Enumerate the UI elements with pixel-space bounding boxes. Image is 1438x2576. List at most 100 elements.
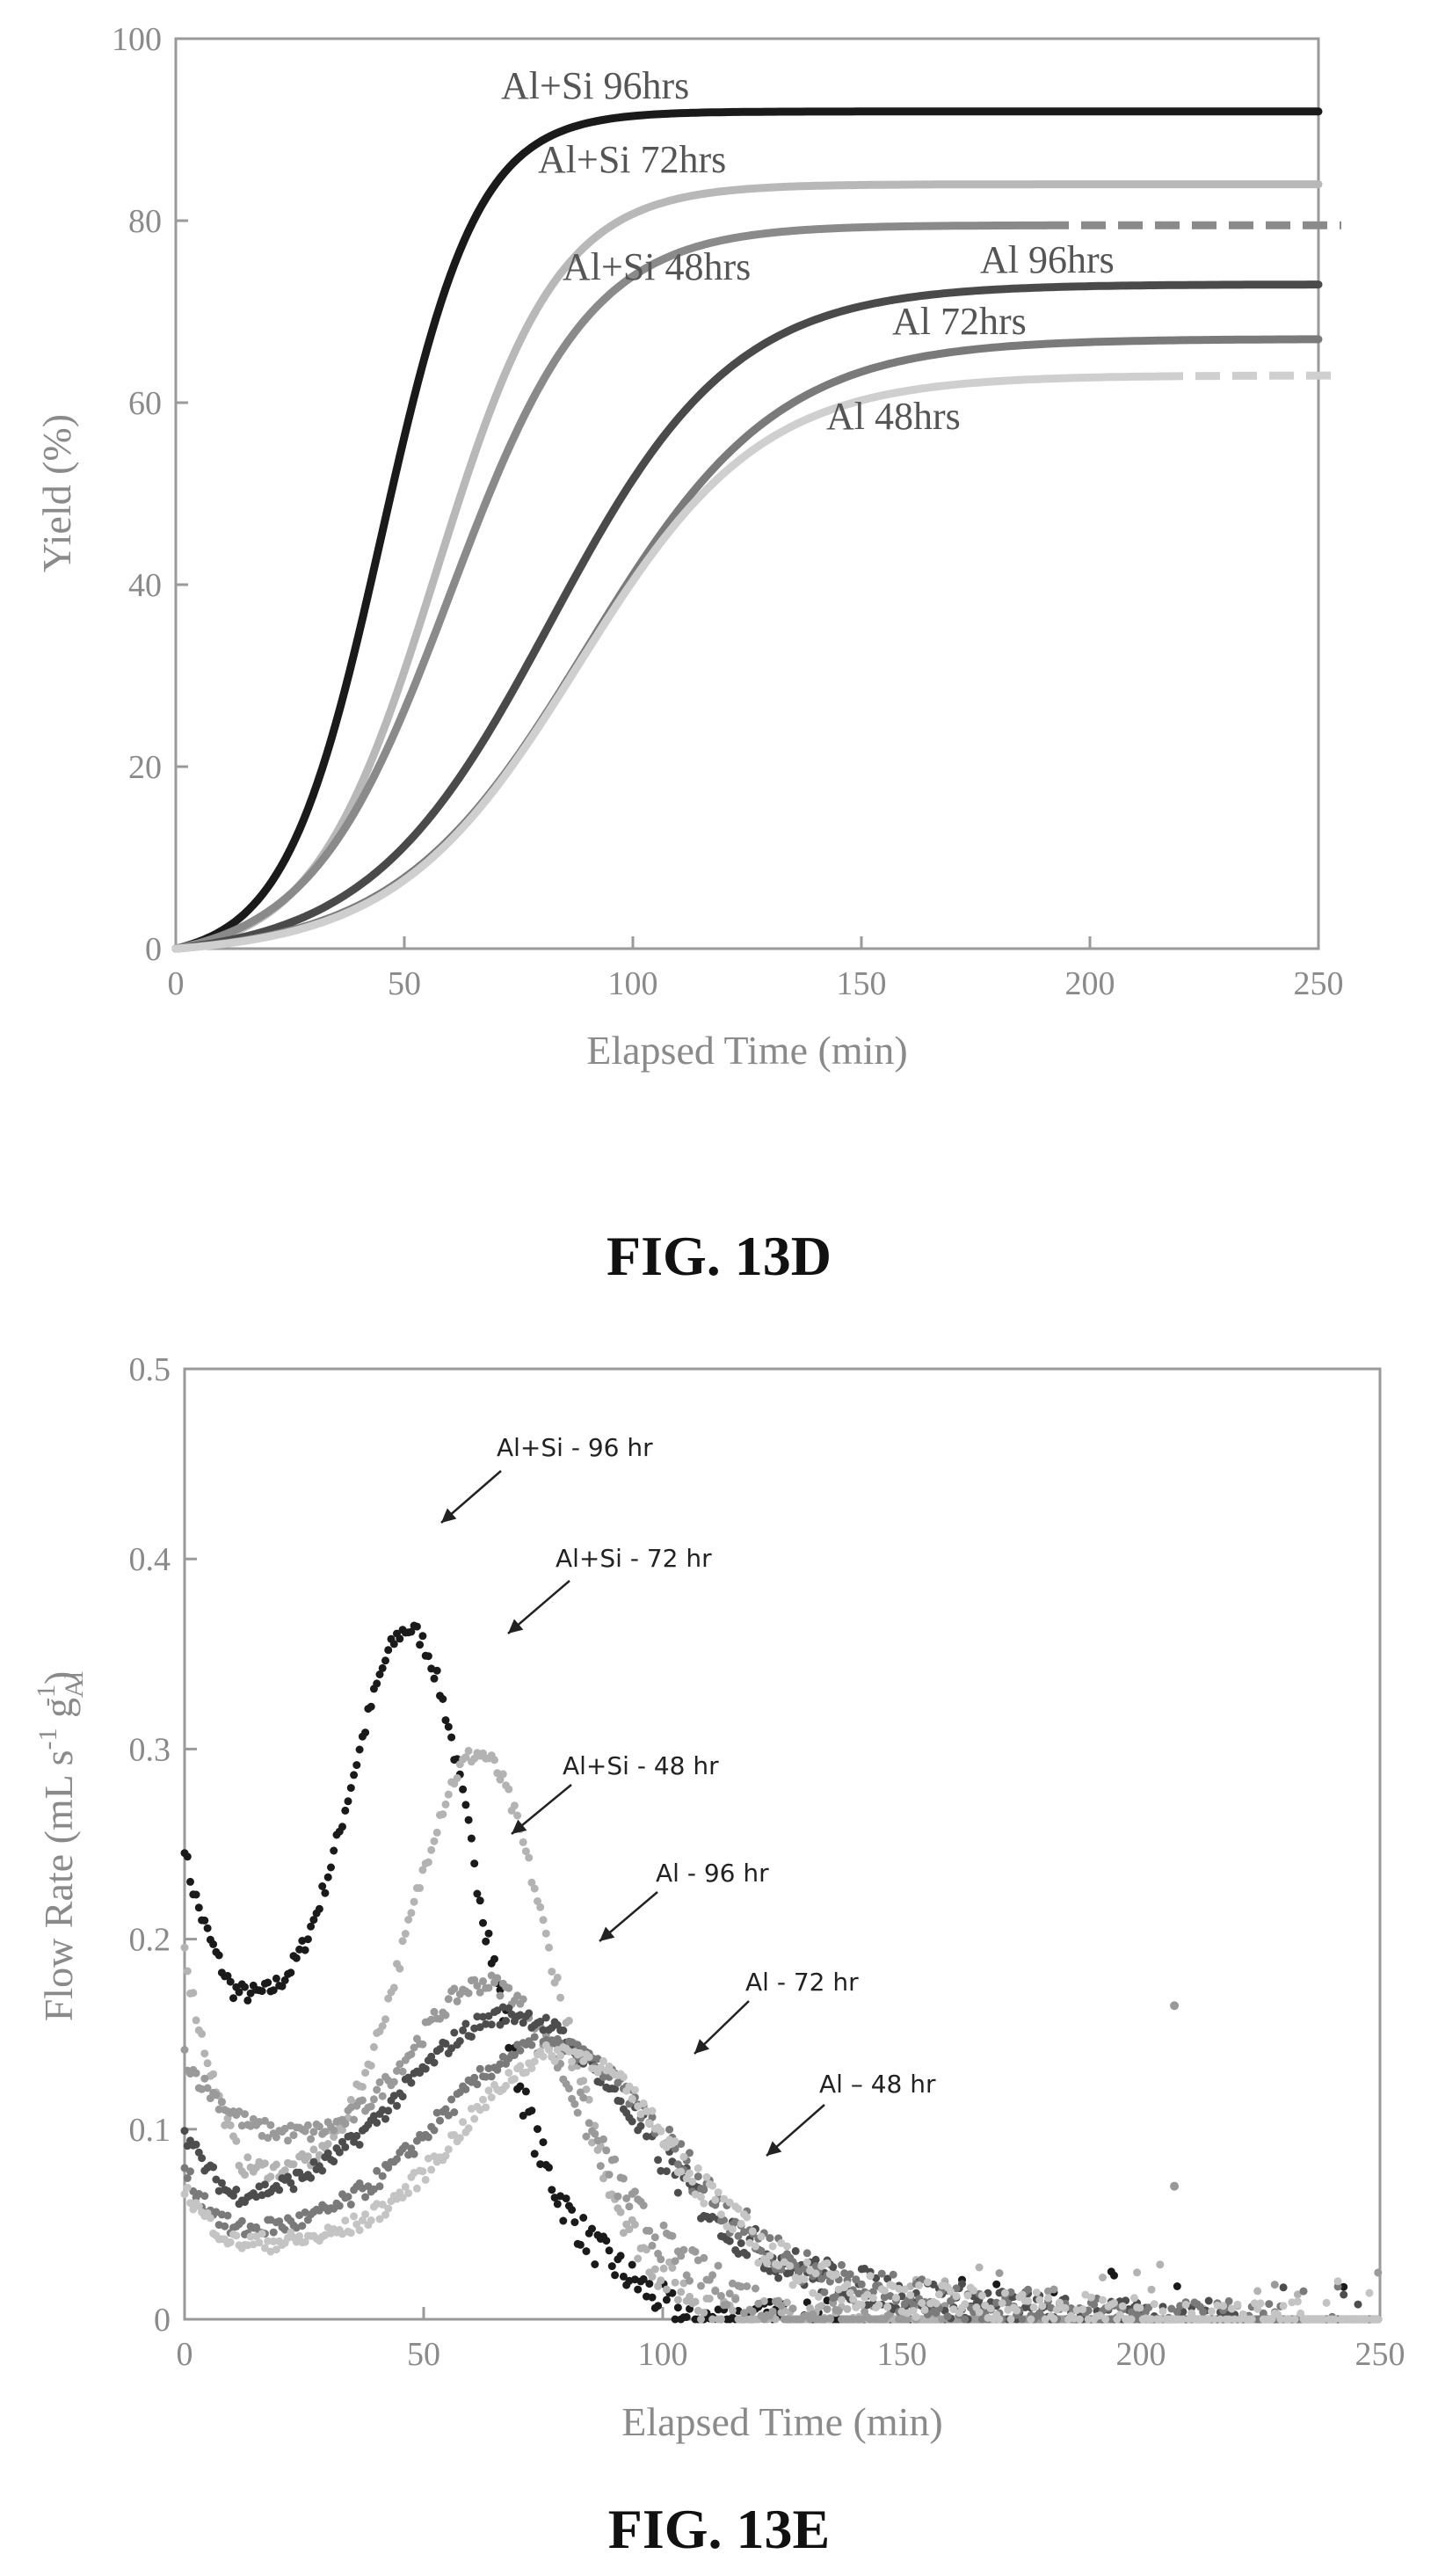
flow-point <box>671 2278 679 2287</box>
flow-point <box>1156 2260 1165 2269</box>
flow-point <box>355 1745 364 1754</box>
yield-series-al-si-48hrs <box>171 221 1049 953</box>
flow-point <box>505 2069 513 2078</box>
flow-point <box>700 2253 708 2262</box>
flow-point <box>725 2198 734 2207</box>
flow-point <box>424 1652 432 1661</box>
flow-point <box>206 2214 214 2223</box>
flow-point <box>393 2067 401 2075</box>
flow-point <box>341 2216 350 2225</box>
flow-point <box>857 2280 866 2289</box>
flow-point <box>622 2194 631 2202</box>
flow-annotation-arrow-head <box>441 1508 457 1523</box>
flow-point <box>570 2099 579 2108</box>
flow-point <box>786 2315 795 2324</box>
flow-point <box>811 2269 820 2278</box>
flow-point <box>381 2015 389 2024</box>
flow-point <box>453 1997 461 2005</box>
flow-point <box>284 2136 292 2145</box>
flow-point <box>373 2085 381 2094</box>
flow-point <box>700 2186 708 2194</box>
yield-series-al-96hrs <box>171 280 1323 953</box>
flow-point <box>1365 2289 1374 2297</box>
flow-point <box>521 2087 530 2096</box>
flow-point <box>961 2300 970 2309</box>
flow-point <box>307 2135 316 2143</box>
flow-point <box>671 2257 679 2266</box>
flow-label-al-si-48-hr: Al+Si - 48 hr <box>563 1751 719 1780</box>
flow-point <box>636 2121 645 2130</box>
flow-point <box>585 2053 593 2062</box>
flow-point <box>843 2304 852 2313</box>
flow-point <box>241 2171 249 2179</box>
yield-series-al-48hrs <box>171 372 1163 953</box>
flow-point <box>1006 2315 1015 2324</box>
flow-point <box>834 2307 843 2315</box>
flow-point <box>527 2041 536 2049</box>
flow-point <box>255 2238 264 2247</box>
flow-point <box>720 2216 729 2224</box>
flow-point <box>1279 2302 1288 2310</box>
flow-point <box>432 1828 441 1837</box>
flow-point <box>1179 2315 1187 2324</box>
flow-point <box>553 1973 562 1982</box>
flow-point <box>505 2043 513 2052</box>
flow-point <box>200 2074 209 2083</box>
flow-point <box>596 2162 605 2171</box>
flow-point <box>513 1811 522 1820</box>
flow-point <box>725 2289 734 2298</box>
flow-point <box>258 1987 266 1996</box>
flow-point <box>688 2177 697 2186</box>
flow-point <box>895 2284 904 2293</box>
flow-point <box>573 2108 582 2117</box>
flow-point <box>473 2080 482 2089</box>
flow-point <box>350 2115 359 2124</box>
flow-point <box>346 2229 355 2238</box>
flow-point <box>278 1982 287 1990</box>
flow-point <box>889 2270 897 2279</box>
flow-point <box>904 2315 911 2324</box>
flow-point <box>823 2259 832 2267</box>
flow-point <box>521 1847 530 1856</box>
flow-label-al-48-hr: Al – 48 hr <box>819 2070 936 2099</box>
flow-point <box>1035 2296 1044 2304</box>
flow-point <box>412 2184 421 2193</box>
flow-point <box>307 1922 316 1931</box>
flow-point <box>350 2212 359 2221</box>
flow-point <box>432 1666 441 1675</box>
flow-point <box>367 2062 375 2070</box>
flow-point <box>1095 2311 1104 2320</box>
flow-point <box>725 2237 734 2245</box>
flow-point <box>568 2206 577 2214</box>
flow-point <box>705 2295 714 2303</box>
flow-point <box>673 2303 682 2312</box>
flow-point <box>367 2102 375 2111</box>
flow-point <box>295 1945 304 1954</box>
flow-point <box>209 2163 218 2172</box>
flow-point <box>232 2136 241 2145</box>
flow-point <box>487 2072 496 2081</box>
flow-point <box>209 2070 218 2078</box>
flow-point <box>530 1884 539 1893</box>
flow-point <box>303 2152 312 2161</box>
flow-point <box>323 2149 332 2158</box>
flow-point <box>697 2281 705 2290</box>
flow-point <box>369 2095 378 2104</box>
flow-point <box>1204 2315 1213 2324</box>
flow-point <box>711 2195 720 2204</box>
flow-point <box>1219 2302 1228 2310</box>
flow-point <box>407 1627 416 1636</box>
flow-point <box>849 2295 857 2303</box>
flow-point <box>1018 2290 1027 2299</box>
flow-point <box>450 1984 459 1993</box>
flow-point <box>800 2275 809 2283</box>
flow-point <box>221 2222 229 2230</box>
flow-point <box>909 2300 918 2309</box>
flow-point <box>467 2033 476 2041</box>
flow-point <box>470 1859 479 1868</box>
flow-point <box>217 2098 226 2107</box>
flow-point <box>576 2240 585 2249</box>
flow-point <box>243 2153 252 2162</box>
flow-point <box>679 2245 688 2254</box>
